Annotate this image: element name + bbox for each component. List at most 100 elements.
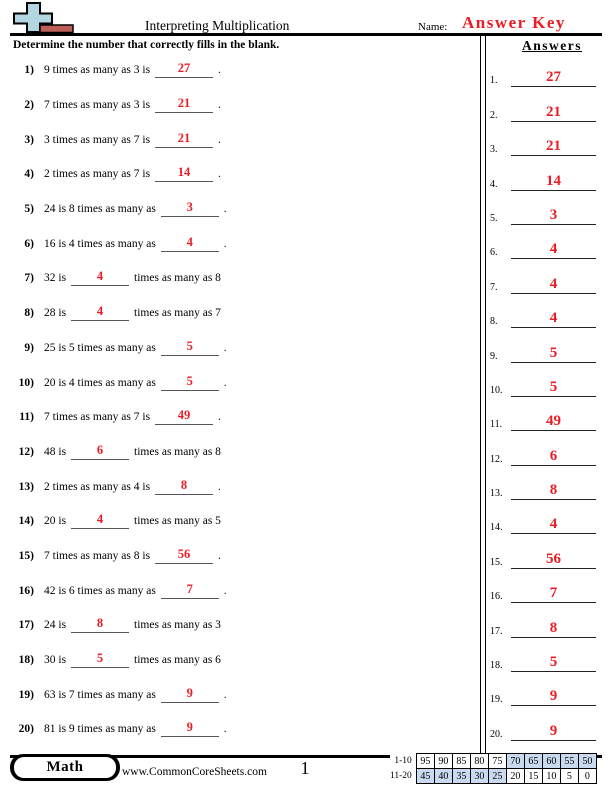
answer-number: 2.: [490, 109, 498, 121]
question-row: 13) 2 times as many as 4 is 8.: [0, 469, 478, 504]
question-row: 14) 20 is 4 times as many as 5: [0, 504, 478, 539]
question-text-pre: 7 times as many as 7 is: [44, 411, 151, 424]
question-row: 9) 25 is 5 times as many as 5.: [0, 331, 478, 366]
answer-row: 7. 4: [487, 259, 612, 294]
answer-value: 49: [511, 413, 596, 432]
answer-value: 21: [511, 104, 596, 122]
question-text-post: times as many as 8: [134, 272, 221, 285]
question-text-post: .: [218, 99, 221, 112]
question-text-pre: 9 times as many as 3 is: [44, 64, 151, 77]
question-number: 15): [18, 549, 34, 562]
answer-value: 5: [511, 379, 596, 397]
question-row: 8) 28 is 4 times as many as 7: [0, 296, 478, 331]
answer-value: 6: [511, 448, 596, 466]
answer-value: 5: [511, 345, 596, 363]
answer-row: 18. 5: [487, 638, 612, 673]
question-text-pre: 63 is 7 times as many as: [44, 688, 156, 701]
answer-number: 16.: [490, 591, 503, 603]
question-blank-answer: 4: [71, 513, 130, 530]
footer-rule: [10, 755, 602, 758]
question-number: 19): [18, 688, 34, 701]
score-cell: 25: [487, 768, 507, 784]
question-text-post: times as many as 3: [134, 619, 221, 632]
answer-row: 16. 7: [487, 569, 612, 604]
question-number: 17): [18, 619, 34, 632]
question-blank-answer: 8: [155, 478, 214, 495]
answers-column-heading: Answers: [522, 38, 582, 53]
question-number: 12): [18, 445, 34, 458]
question-blank-answer: 21: [155, 131, 214, 148]
question-blank-answer: 6: [71, 443, 130, 460]
question-blank-answer: 4: [71, 305, 130, 322]
answer-number: 1.: [490, 75, 498, 87]
answer-value: 4: [511, 241, 596, 260]
question-text-post: .: [218, 133, 221, 146]
question-row: 12) 48 is 6 times as many as 8: [0, 435, 478, 470]
question-text-pre: 3 times as many as 7 is: [44, 133, 151, 146]
question-text-pre: 24 is 8 times as many as: [44, 203, 156, 216]
answer-number: 8.: [490, 316, 498, 328]
answer-row: 6. 4: [487, 225, 612, 260]
score-cell: 40: [433, 768, 453, 784]
question-text-post: .: [223, 203, 227, 216]
answer-value: 8: [511, 620, 596, 638]
answer-row: 20. 9: [487, 706, 612, 741]
question-text-pre: 20 is 4 times as many as: [44, 376, 156, 389]
answer-row: 15. 56: [487, 534, 612, 569]
score-cell: 20: [505, 768, 525, 784]
answer-number: 17.: [490, 625, 503, 637]
question-row: 15) 7 times as many as 8 is 56.: [0, 539, 478, 574]
score-cell: 45: [415, 768, 435, 784]
question-row: 5) 24 is 8 times as many as 3.: [0, 192, 478, 227]
score-cell: 70: [505, 753, 525, 769]
answer-number: 18.: [490, 660, 503, 672]
answer-row: 14. 4: [487, 500, 612, 535]
question-number: 11): [19, 411, 34, 424]
score-cell: 15: [523, 768, 543, 784]
answer-row: 2. 21: [487, 87, 612, 122]
answer-row: 4. 14: [487, 156, 612, 191]
question-row: 16) 42 is 6 times as many as 7.: [0, 573, 478, 608]
answer-value: 56: [511, 551, 596, 569]
question-text-post: .: [218, 549, 221, 562]
question-number: 20): [18, 723, 34, 736]
answer-number: 14.: [490, 522, 503, 534]
question-text-post: .: [223, 341, 227, 354]
question-blank-answer: 8: [71, 617, 130, 634]
question-number: 3): [24, 133, 34, 146]
question-text-post: .: [223, 723, 227, 736]
brick-icon: [39, 24, 74, 34]
question-row: 11) 7 times as many as 7 is 49.: [0, 400, 478, 435]
question-text-post: times as many as 7: [134, 307, 221, 320]
question-number: 7): [24, 272, 34, 285]
question-text-pre: 81 is 9 times as many as: [44, 723, 156, 736]
answer-row: 13. 8: [487, 466, 612, 501]
question-row: 6) 16 is 4 times as many as 4.: [0, 226, 478, 261]
score-cell: 90: [433, 753, 453, 769]
score-cell: 75: [487, 753, 507, 769]
question-number: 8): [24, 307, 34, 320]
question-blank-answer: 3: [160, 201, 219, 218]
question-text-pre: 7 times as many as 8 is: [44, 549, 151, 562]
question-blank-answer: 4: [71, 270, 130, 287]
question-text-pre: 20 is: [44, 515, 67, 528]
score-cell: 85: [451, 753, 471, 769]
question-text-pre: 24 is: [44, 619, 67, 632]
question-text-pre: 42 is 6 times as many as: [44, 584, 156, 597]
answer-row: 5. 3: [487, 191, 612, 225]
score-table-body: 1-10 95 90 85 80 75 70 65 60 55 50 11-20 45 40 35 30 25 2…: [390, 753, 597, 784]
score-table-row: 1-10 95 90 85 80 75 70 65 60 55 50: [390, 753, 597, 769]
score-cell: 60: [541, 753, 561, 769]
question-number: 16): [18, 584, 34, 597]
question-blank-answer: 27: [155, 62, 214, 79]
website-text: www.CommonCoreSheets.com: [122, 766, 267, 778]
score-cell: 80: [469, 753, 489, 769]
question-number: 6): [24, 237, 34, 250]
question-text-pre: 48 is: [44, 445, 67, 458]
question-row: 2) 7 times as many as 3 is 21.: [0, 88, 478, 123]
answer-row: 3. 21: [487, 122, 612, 157]
score-range-label: 11-20: [390, 768, 417, 784]
answers-column-divider: [480, 36, 486, 756]
question-blank-answer: 49: [155, 409, 214, 426]
